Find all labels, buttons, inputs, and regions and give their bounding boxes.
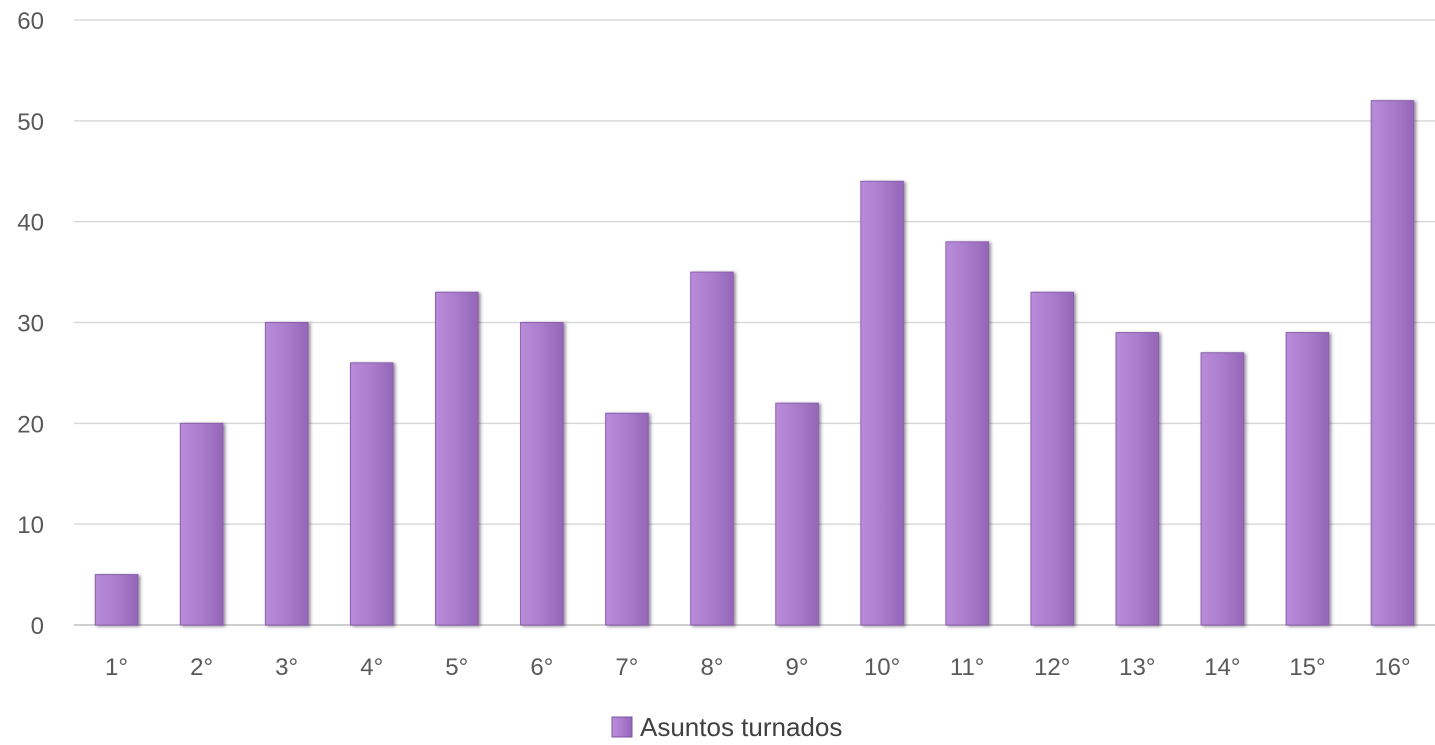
x-tick-label: 5° bbox=[445, 654, 468, 681]
bar bbox=[435, 291, 479, 626]
x-tick-label: 1° bbox=[105, 654, 128, 681]
y-axis-tick-labels: 0 10 20 30 40 50 60 bbox=[17, 8, 44, 640]
bar bbox=[1200, 352, 1245, 626]
bar bbox=[179, 422, 224, 626]
bar bbox=[945, 241, 989, 626]
y-tick-label: 20 bbox=[17, 411, 44, 438]
legend: Asuntos turnados bbox=[611, 712, 842, 742]
bar bbox=[264, 322, 309, 626]
x-tick-label: 13° bbox=[1119, 654, 1155, 681]
x-tick-label: 10° bbox=[864, 654, 900, 681]
y-tick-label: 30 bbox=[17, 311, 44, 338]
x-axis-tick-labels: 1° 2° 3° 4° 5° 6° 7° 8° 9° 10° 11° 12° 13° 14° 15° 16° bbox=[105, 654, 1411, 681]
bar bbox=[690, 271, 734, 626]
y-tick-label: 40 bbox=[17, 210, 44, 237]
x-tick-label: 16° bbox=[1374, 654, 1410, 681]
x-tick-label: 15° bbox=[1289, 654, 1325, 681]
bar bbox=[605, 412, 649, 626]
y-tick-label: 60 bbox=[17, 8, 44, 35]
bar-series bbox=[94, 100, 1415, 626]
x-tick-label: 7° bbox=[615, 654, 638, 681]
y-tick-label: 10 bbox=[17, 512, 44, 539]
x-tick-label: 11° bbox=[950, 654, 985, 681]
bar bbox=[1370, 100, 1415, 626]
bar bbox=[520, 322, 564, 626]
x-tick-label: 12° bbox=[1034, 654, 1070, 681]
bar bbox=[1030, 291, 1074, 626]
y-tick-label: 50 bbox=[17, 109, 44, 136]
x-tick-label: 9° bbox=[786, 654, 809, 681]
y-tick-label: 0 bbox=[31, 613, 44, 640]
x-tick-label: 3° bbox=[275, 654, 298, 681]
bar bbox=[349, 362, 394, 626]
bar bbox=[1115, 332, 1160, 626]
bar bbox=[775, 402, 819, 626]
bar bbox=[860, 180, 904, 626]
bar bbox=[1285, 332, 1330, 626]
x-tick-label: 8° bbox=[700, 654, 723, 681]
bar bbox=[94, 574, 139, 626]
x-tick-label: 14° bbox=[1204, 654, 1240, 681]
x-tick-label: 6° bbox=[530, 654, 553, 681]
legend-label: Asuntos turnados bbox=[640, 712, 842, 742]
x-tick-label: 2° bbox=[190, 654, 213, 681]
x-tick-label: 4° bbox=[360, 654, 383, 681]
legend-swatch bbox=[611, 716, 633, 738]
